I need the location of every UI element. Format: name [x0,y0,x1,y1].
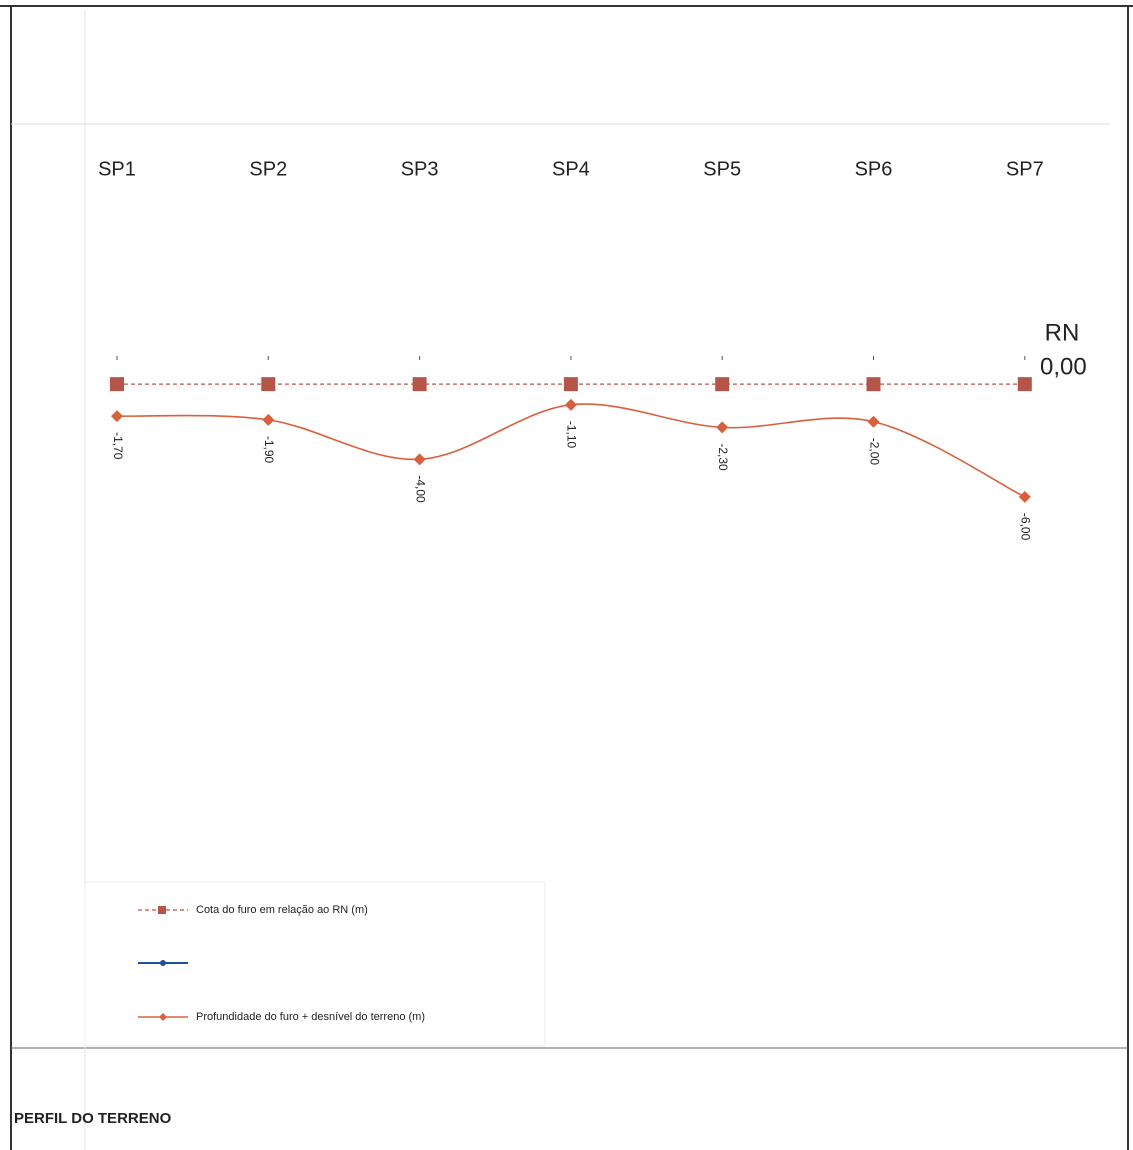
point-marker [262,413,275,426]
point-marker [1018,490,1031,503]
value-label: -2,30 [716,443,730,471]
point-marker [261,377,276,392]
rn-value: 0,00 [1040,353,1087,380]
point-marker [715,377,730,392]
value-label: -1,10 [565,421,579,449]
x-category-label: SP7 [1006,158,1044,180]
legend-marker [158,906,166,914]
legend-label: Profundidade do furo + desnível do terre… [196,1011,425,1023]
chart-title: PERFIL DO TERRENO [14,1110,172,1127]
point-marker [563,377,578,392]
value-label: -1,70 [111,432,125,460]
x-category-label: SP3 [401,158,439,180]
x-category-label: SP2 [249,158,287,180]
x-category-label: SP1 [98,158,136,180]
point-marker [1017,377,1032,392]
point-marker [110,377,124,392]
legend-marker [159,1013,167,1021]
rn-label: RN [1045,319,1080,346]
legend-box [84,881,546,1047]
point-marker [413,453,426,466]
legend-empty-marker [160,960,166,966]
value-label: -4,00 [413,475,427,503]
x-category-label: SP5 [703,158,741,180]
value-label: -1,90 [262,436,276,464]
point-marker [867,415,880,428]
x-category-label: SP6 [855,158,893,180]
point-marker [716,421,729,434]
value-label: -2,00 [867,438,881,466]
point-marker [111,410,123,423]
point-marker [564,398,577,411]
point-marker [412,377,427,392]
point-marker [866,377,881,392]
x-category-label: SP4 [552,158,590,180]
legend-label: Cota do furo em relação ao RN (m) [196,904,368,916]
value-label: -6,00 [1019,513,1033,541]
